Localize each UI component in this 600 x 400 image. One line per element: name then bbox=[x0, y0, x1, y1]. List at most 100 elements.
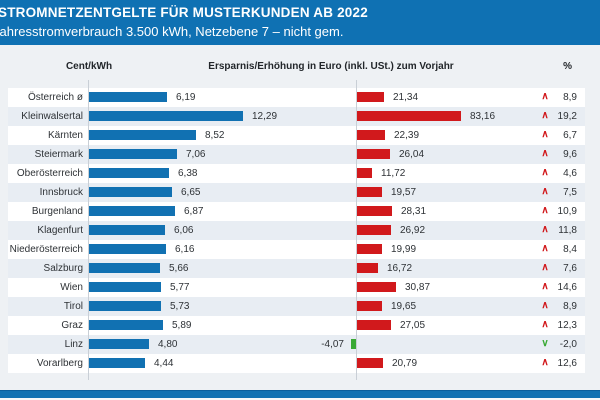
cent-bar bbox=[89, 206, 175, 216]
region-label: Wien bbox=[60, 282, 83, 293]
footer-stripe bbox=[0, 390, 600, 398]
arrow-down-icon: ∨ bbox=[541, 338, 549, 349]
percent-value: 4,6 bbox=[563, 168, 577, 179]
table-row: Salzburg 5,66 16,72 ∧ 7,6 bbox=[8, 259, 585, 278]
euro-bar bbox=[357, 244, 382, 254]
euro-value: 21,34 bbox=[393, 92, 419, 103]
euro-bar bbox=[351, 339, 356, 349]
cent-bar bbox=[89, 187, 172, 197]
euro-bar bbox=[357, 206, 392, 216]
arrow-up-icon: ∧ bbox=[541, 110, 549, 121]
arrow-up-icon: ∧ bbox=[541, 262, 549, 273]
region-label: Klagenfurt bbox=[37, 225, 83, 236]
euro-value: 20,79 bbox=[392, 358, 418, 369]
cent-bar bbox=[89, 168, 169, 178]
cent-value: 7,06 bbox=[186, 149, 206, 160]
table-row: Niederösterreich 6,16 19,99 ∧ 8,4 bbox=[8, 240, 585, 259]
header-band: STROMNETZENTGELTE FÜR MUSTERKUNDEN AB 20… bbox=[0, 0, 600, 45]
arrow-up-icon: ∧ bbox=[541, 129, 549, 140]
cent-value: 4,80 bbox=[158, 339, 178, 350]
cent-bar bbox=[89, 320, 163, 330]
region-label: Kärnten bbox=[47, 130, 83, 141]
euro-value: 16,72 bbox=[387, 263, 413, 274]
euro-value: 19,57 bbox=[391, 187, 417, 198]
euro-value: 26,04 bbox=[399, 149, 425, 160]
cent-value: 6,65 bbox=[181, 187, 201, 198]
region-label: Steiermark bbox=[34, 149, 83, 160]
cent-value: 5,89 bbox=[172, 320, 192, 331]
footer-edge bbox=[0, 398, 600, 400]
cent-value: 6,38 bbox=[178, 168, 198, 179]
arrow-up-icon: ∧ bbox=[541, 319, 549, 330]
cent-value: 5,66 bbox=[169, 263, 189, 274]
cent-value: 6,16 bbox=[175, 244, 195, 255]
table-row: Klagenfurt 6,06 26,92 ∧ 11,8 bbox=[8, 221, 585, 240]
euro-value: 28,31 bbox=[401, 206, 427, 217]
percent-value: 9,6 bbox=[563, 149, 577, 160]
cent-value: 5,77 bbox=[170, 282, 190, 293]
arrow-up-icon: ∧ bbox=[541, 186, 549, 197]
arrow-up-icon: ∧ bbox=[541, 224, 549, 235]
arrow-up-icon: ∧ bbox=[541, 357, 549, 368]
arrow-up-icon: ∧ bbox=[541, 243, 549, 254]
region-label: Graz bbox=[61, 320, 83, 331]
arrow-up-icon: ∧ bbox=[541, 167, 549, 178]
table-row: Burgenland 6,87 28,31 ∧ 10,9 bbox=[8, 202, 585, 221]
region-label: Innsbruck bbox=[39, 187, 83, 198]
page-title: STROMNETZENTGELTE FÜR MUSTERKUNDEN AB 20… bbox=[0, 5, 368, 20]
euro-value: -4,07 bbox=[321, 339, 344, 350]
cent-value: 6,06 bbox=[174, 225, 194, 236]
percent-value: 14,6 bbox=[557, 282, 577, 293]
arrow-up-icon: ∧ bbox=[541, 91, 549, 102]
percent-value: 8,4 bbox=[563, 244, 577, 255]
euro-value: 30,87 bbox=[405, 282, 431, 293]
cent-bar bbox=[89, 282, 161, 292]
region-label: Niederösterreich bbox=[9, 244, 83, 255]
table-row: Oberösterreich 6,38 11,72 ∧ 4,6 bbox=[8, 164, 585, 183]
euro-value: 83,16 bbox=[470, 111, 496, 122]
euro-bar bbox=[357, 282, 396, 292]
table-row: Linz 4,80 -4,07 ∨ -2,0 bbox=[8, 335, 585, 354]
percent-value: 8,9 bbox=[563, 301, 577, 312]
cent-bar bbox=[89, 358, 145, 368]
region-label: Oberösterreich bbox=[16, 168, 83, 179]
region-label: Burgenland bbox=[31, 206, 83, 217]
euro-value: 19,99 bbox=[391, 244, 417, 255]
cent-bar bbox=[89, 111, 243, 121]
chart-rows: Österreich ø 6,19 21,34 ∧ 8,9 Kleinwalse… bbox=[8, 88, 585, 373]
euro-bar bbox=[357, 92, 384, 102]
percent-value: 6,7 bbox=[563, 130, 577, 141]
percent-value: -2,0 bbox=[559, 339, 577, 350]
cent-bar bbox=[89, 92, 167, 102]
percent-value: 12,6 bbox=[557, 358, 577, 369]
table-row: Kleinwalsertal 12,29 83,16 ∧ 19,2 bbox=[8, 107, 585, 126]
percent-value: 19,2 bbox=[557, 111, 577, 122]
percent-value: 12,3 bbox=[557, 320, 577, 331]
percent-value: 11,8 bbox=[558, 225, 577, 236]
page-subtitle: Jahresstromverbrauch 3.500 kWh, Netzeben… bbox=[0, 24, 344, 39]
table-row: Kärnten 8,52 22,39 ∧ 6,7 bbox=[8, 126, 585, 145]
region-label: Salzburg bbox=[43, 263, 83, 274]
cent-axis-line bbox=[88, 80, 89, 380]
column-header-percent: % bbox=[563, 61, 572, 72]
arrow-up-icon: ∧ bbox=[541, 148, 549, 159]
region-label: Kleinwalsertal bbox=[21, 111, 83, 122]
cent-value: 8,52 bbox=[205, 130, 225, 141]
cent-bar bbox=[89, 244, 166, 254]
euro-bar bbox=[357, 301, 382, 311]
arrow-up-icon: ∧ bbox=[541, 300, 549, 311]
cent-value: 4,44 bbox=[154, 358, 174, 369]
euro-value: 26,92 bbox=[400, 225, 426, 236]
region-label: Tirol bbox=[63, 301, 83, 312]
euro-value: 11,72 bbox=[381, 168, 406, 179]
euro-value: 19,65 bbox=[391, 301, 417, 312]
percent-value: 7,6 bbox=[563, 263, 577, 274]
percent-value: 7,5 bbox=[563, 187, 577, 198]
table-row: Österreich ø 6,19 21,34 ∧ 8,9 bbox=[8, 88, 585, 107]
arrow-up-icon: ∧ bbox=[541, 205, 549, 216]
cent-value: 6,19 bbox=[176, 92, 196, 103]
column-header-euro-change: Ersparnis/Erhöhung in Euro (inkl. USt.) … bbox=[208, 61, 454, 72]
arrow-up-icon: ∧ bbox=[541, 281, 549, 292]
cent-value: 5,73 bbox=[170, 301, 190, 312]
